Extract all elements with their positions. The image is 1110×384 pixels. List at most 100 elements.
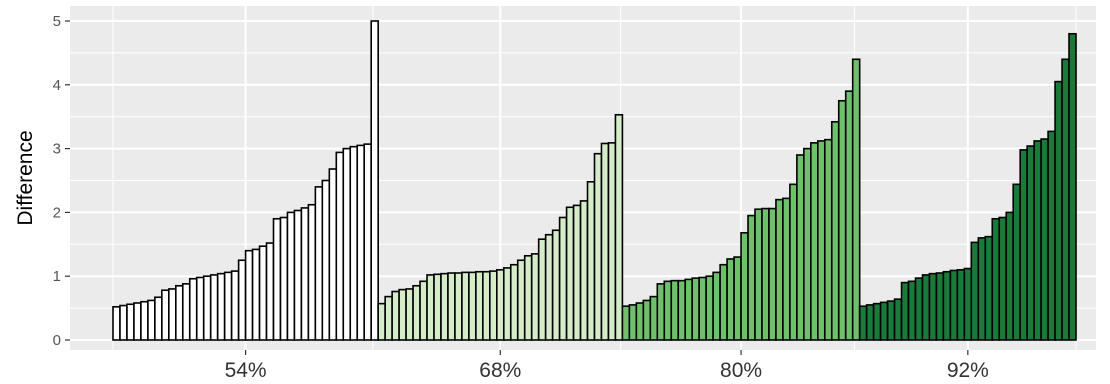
bar: [719, 263, 728, 341]
bar: [154, 296, 163, 341]
bar: [796, 154, 805, 341]
bar: [872, 302, 882, 341]
bar: [830, 121, 840, 341]
bar: [747, 214, 756, 341]
bar: [384, 295, 393, 341]
bar: [126, 303, 135, 341]
bar: [768, 207, 777, 341]
x-axis: 54% 68% 80% 92%: [225, 350, 989, 382]
bar: [565, 206, 575, 341]
bar: [1026, 145, 1035, 341]
bar: [586, 180, 596, 341]
bar: [1061, 58, 1070, 341]
bar: [140, 300, 149, 341]
bar: [1019, 149, 1028, 341]
bar: [600, 142, 610, 341]
bar: [705, 275, 714, 341]
bar: [412, 284, 421, 341]
bar: [949, 269, 959, 341]
bar: [112, 306, 121, 341]
bar: [342, 147, 352, 341]
bar: [181, 283, 191, 341]
bar: [454, 272, 463, 341]
y-axis: 0 1 2 3 4 5: [53, 13, 70, 349]
bar: [956, 269, 966, 341]
bar: [482, 270, 491, 341]
bar: [370, 20, 379, 341]
bar: [433, 273, 442, 341]
bar: [188, 277, 198, 341]
bar: [607, 142, 617, 341]
bar: [998, 216, 1008, 341]
bar: [440, 272, 449, 341]
bar: [237, 259, 247, 341]
bar: [621, 305, 631, 341]
bar: [544, 233, 554, 341]
bar: [984, 235, 994, 341]
bar: [914, 277, 924, 341]
bar-series: [112, 20, 1077, 341]
bar: [614, 113, 624, 341]
bar: [851, 58, 861, 341]
bar: [286, 211, 296, 341]
bar: [677, 279, 687, 341]
bar: [398, 288, 407, 341]
bar: [216, 272, 226, 341]
bar: [168, 288, 177, 341]
bar: [251, 248, 261, 341]
bar: [1040, 138, 1049, 341]
bar: [900, 281, 910, 341]
bar: [1033, 140, 1042, 341]
bar: [509, 263, 519, 341]
bar: [119, 304, 128, 341]
bar: [335, 151, 345, 341]
bar: [733, 256, 742, 341]
bar: [537, 238, 547, 341]
bar: [363, 143, 372, 341]
bar: [419, 280, 428, 341]
bar: [209, 274, 219, 341]
bar: [712, 271, 721, 341]
bar: [691, 277, 700, 341]
bar: [530, 253, 540, 341]
bar: [279, 216, 289, 341]
bar: [1054, 80, 1063, 341]
bar: [684, 278, 693, 341]
bar: [475, 270, 484, 341]
bar: [886, 300, 896, 341]
bar: [963, 267, 973, 341]
bar: [858, 305, 868, 341]
bar: [628, 304, 638, 341]
bar: [579, 200, 589, 341]
bar: [928, 272, 938, 341]
bar: [775, 198, 784, 341]
bar: [698, 276, 707, 341]
bar: [789, 183, 798, 341]
bar: [230, 270, 240, 341]
y-tick-label: 4: [53, 77, 61, 94]
bar: [761, 207, 770, 341]
bar: [844, 90, 854, 341]
x-tick-label: 92%: [947, 359, 989, 382]
bar: [468, 271, 477, 341]
bar: [1012, 183, 1021, 341]
x-tick-label: 68%: [479, 359, 521, 382]
bar: [461, 271, 470, 341]
bar: [656, 283, 666, 341]
bar: [377, 302, 386, 341]
bar: [349, 145, 359, 341]
bar: [356, 144, 366, 341]
y-tick-label: 3: [53, 141, 61, 158]
bar: [307, 203, 317, 341]
bar: [991, 217, 1001, 341]
bar: [740, 232, 749, 341]
x-tick-label: 54%: [225, 359, 267, 382]
y-tick-label: 5: [53, 13, 61, 30]
bar: [670, 279, 680, 341]
bar: [823, 138, 833, 341]
bar: [642, 299, 652, 341]
bar: [175, 284, 184, 341]
bar: [754, 208, 763, 341]
bar: [837, 99, 847, 341]
